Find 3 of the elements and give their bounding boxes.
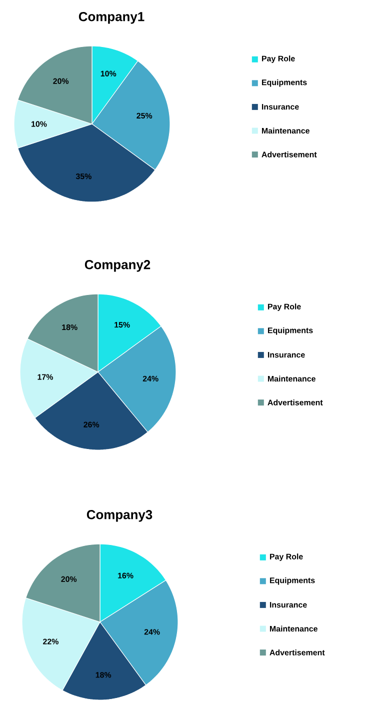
chart-title: Company2 (84, 260, 150, 272)
chart-title: Company3 (86, 510, 152, 522)
chart-title: Company1 (78, 12, 144, 24)
